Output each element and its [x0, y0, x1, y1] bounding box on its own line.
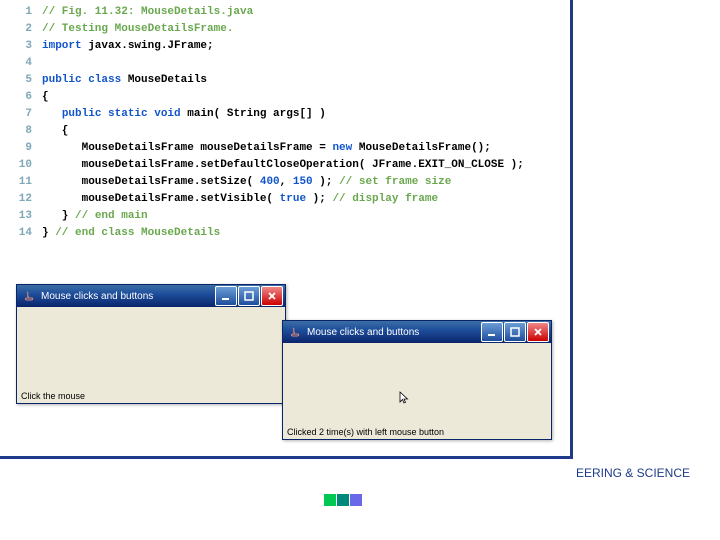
line-number: 3	[8, 38, 32, 55]
client-area[interactable]: Click the mouse	[17, 307, 285, 403]
java-cup-icon	[23, 290, 36, 303]
line-number: 8	[8, 123, 32, 140]
app-window-1: Mouse clicks and buttons Click the mouse	[16, 284, 286, 404]
code-line: 3 import javax.swing.JFrame;	[8, 38, 524, 55]
code-content: mouseDetailsFrame.setVisible( true ); //…	[42, 191, 438, 208]
code-line: 10 mouseDetailsFrame.setDefaultCloseOper…	[8, 157, 524, 174]
mouse-cursor-icon	[399, 391, 409, 408]
status-text: Click the mouse	[21, 391, 85, 401]
maximize-button[interactable]	[238, 286, 260, 306]
status-text: Clicked 2 time(s) with left mouse button	[287, 427, 444, 437]
minimize-button[interactable]	[215, 286, 237, 306]
code-line: 2 // Testing MouseDetailsFrame.	[8, 21, 524, 38]
maximize-button[interactable]	[504, 322, 526, 342]
code-content: mouseDetailsFrame.setSize( 400, 150 ); /…	[42, 174, 451, 191]
code-content: import javax.swing.JFrame;	[42, 38, 214, 55]
code-line: 11 mouseDetailsFrame.setSize( 400, 150 )…	[8, 174, 524, 191]
code-line: 9 MouseDetailsFrame mouseDetailsFrame = …	[8, 140, 524, 157]
footer-text: EERING & SCIENCE	[576, 466, 690, 480]
minimize-button[interactable]	[481, 322, 503, 342]
titlebar[interactable]: Mouse clicks and buttons	[283, 321, 551, 343]
window-title: Mouse clicks and buttons	[41, 291, 215, 302]
line-number: 9	[8, 140, 32, 157]
code-content: } // end main	[42, 208, 148, 225]
line-number: 12	[8, 191, 32, 208]
code-line: 12 mouseDetailsFrame.setVisible( true );…	[8, 191, 524, 208]
line-number: 10	[8, 157, 32, 174]
code-line: 7 public static void main( String args[]…	[8, 106, 524, 123]
line-number: 13	[8, 208, 32, 225]
line-number: 11	[8, 174, 32, 191]
titlebar[interactable]: Mouse clicks and buttons	[17, 285, 285, 307]
code-line: 13 } // end main	[8, 208, 524, 225]
window-buttons	[215, 286, 283, 306]
line-number: 6	[8, 89, 32, 106]
close-button[interactable]	[261, 286, 283, 306]
mark-icon	[337, 494, 349, 506]
code-line: 6{	[8, 89, 524, 106]
app-window-2: Mouse clicks and buttons Clicked 2 time(…	[282, 320, 552, 440]
line-number: 5	[8, 72, 32, 89]
code-line: 1 // Fig. 11.32: MouseDetails.java	[8, 4, 524, 21]
client-area[interactable]: Clicked 2 time(s) with left mouse button	[283, 343, 551, 439]
line-number: 1	[8, 4, 32, 21]
mark-icon	[324, 494, 336, 506]
code-content: // Fig. 11.32: MouseDetails.java	[42, 4, 253, 21]
code-line: 4	[8, 55, 524, 72]
line-number: 2	[8, 21, 32, 38]
code-line: 5 public class MouseDetails	[8, 72, 524, 89]
code-content: } // end class MouseDetails	[42, 225, 220, 242]
code-content: public static void main( String args[] )	[42, 106, 326, 123]
close-button[interactable]	[527, 322, 549, 342]
line-number: 7	[8, 106, 32, 123]
mark-icon	[350, 494, 362, 506]
code-line: 8 {	[8, 123, 524, 140]
java-cup-icon	[289, 326, 302, 339]
code-content: public class MouseDetails	[42, 72, 207, 89]
code-content: // Testing MouseDetailsFrame.	[42, 21, 233, 38]
line-number: 4	[8, 55, 32, 72]
window-title: Mouse clicks and buttons	[307, 327, 481, 338]
footer-marks	[324, 494, 362, 506]
code-content: mouseDetailsFrame.setDefaultCloseOperati…	[42, 157, 524, 174]
line-number: 14	[8, 225, 32, 242]
code-content: {	[42, 89, 49, 106]
code-line: 14 } // end class MouseDetails	[8, 225, 524, 242]
window-buttons	[481, 322, 549, 342]
code-block: 1 // Fig. 11.32: MouseDetails.java 2 // Tes…	[8, 4, 524, 242]
code-content: MouseDetailsFrame mouseDetailsFrame = ne…	[42, 140, 491, 157]
code-content: {	[42, 123, 68, 140]
